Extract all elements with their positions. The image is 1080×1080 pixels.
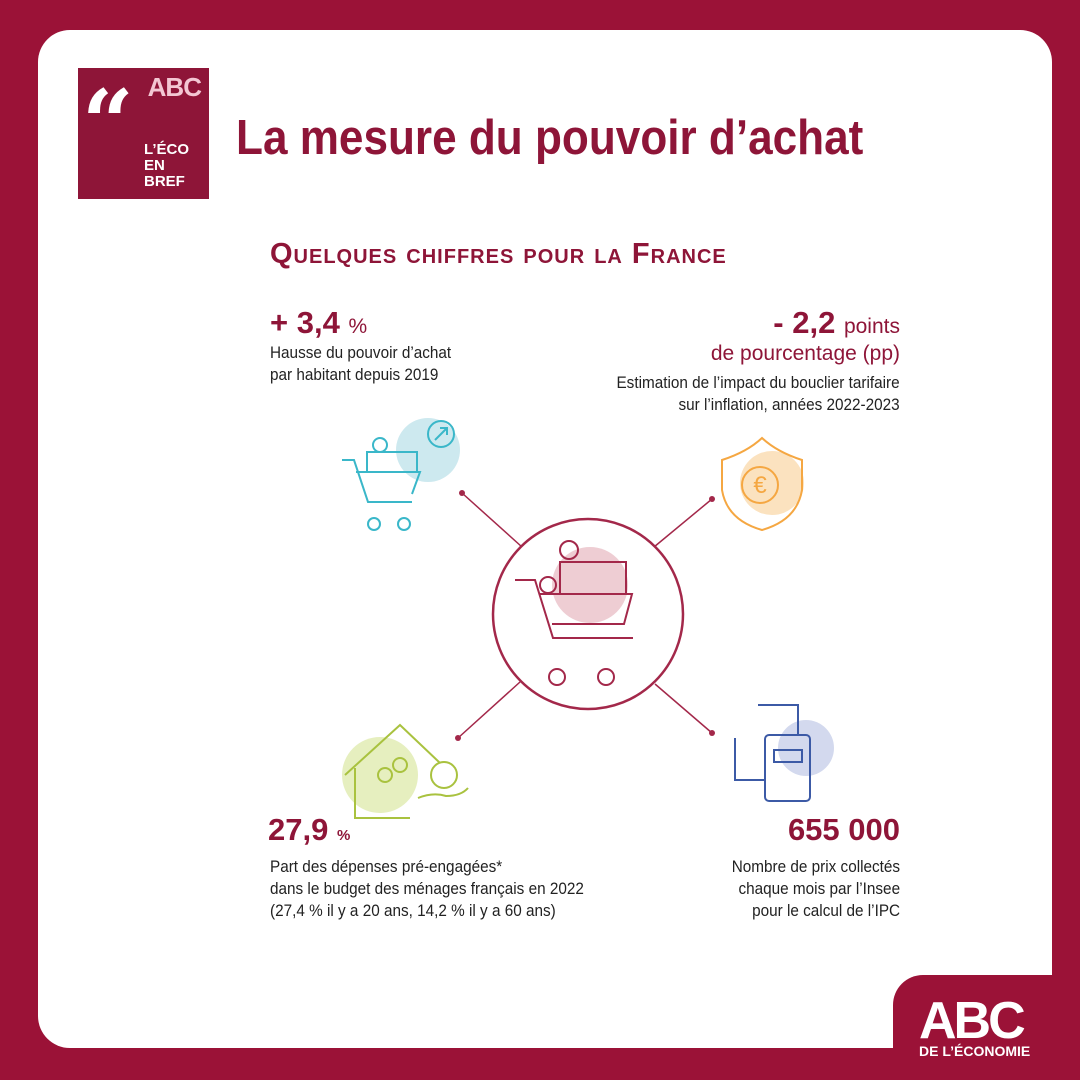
dot bbox=[455, 735, 461, 741]
wheel bbox=[548, 668, 566, 686]
footer-badge: ABC DE L’ÉCONOMIE bbox=[893, 975, 1080, 1080]
terminal bbox=[764, 734, 811, 802]
stat-value: 27,9 % bbox=[268, 812, 350, 848]
stat-unit: points bbox=[843, 315, 900, 338]
icon-bg bbox=[778, 720, 834, 776]
house bbox=[344, 723, 441, 819]
central-cart bbox=[491, 517, 685, 711]
connector bbox=[461, 492, 523, 548]
desc-line: Estimation de l’impact du bouclier tarif… bbox=[616, 373, 900, 392]
dot bbox=[459, 490, 465, 496]
page-title: La mesure du pouvoir d’achat bbox=[236, 111, 864, 165]
stat-unit: % bbox=[348, 315, 368, 338]
connector bbox=[457, 681, 521, 739]
wheel bbox=[367, 517, 381, 531]
stat-number: 655 000 bbox=[787, 812, 900, 847]
desc-line: par habitant depuis 2019 bbox=[270, 365, 439, 384]
section-title: Quelques chiffres pour la France bbox=[270, 238, 727, 270]
stat-description: Nombre de prix collectés chaque mois par… bbox=[732, 856, 900, 922]
stat-unit: % bbox=[336, 827, 351, 844]
dot bbox=[709, 496, 715, 502]
desc-line: Hausse du pouvoir d’achat bbox=[270, 343, 452, 362]
arrow bbox=[434, 427, 448, 441]
arrow-circle bbox=[427, 420, 455, 448]
desc-line: dans le budget des ménages français en 2… bbox=[270, 879, 584, 898]
stat-value: - 2,2 points bbox=[773, 305, 900, 341]
stat-number: - 2,2 bbox=[773, 305, 836, 340]
center-bg bbox=[552, 547, 628, 623]
desc-line: Nombre de prix collectés bbox=[731, 857, 900, 876]
wheel bbox=[597, 668, 615, 686]
stat-value: 655 000 bbox=[788, 812, 900, 848]
coin bbox=[430, 761, 458, 789]
logo-line: EN bbox=[144, 157, 165, 174]
icon-bg bbox=[396, 418, 460, 482]
quote-icon: “ bbox=[82, 70, 134, 176]
receipt bbox=[734, 704, 799, 781]
desc-line: (27,4 % il y a 20 ans, 14,2 % il y a 60 … bbox=[270, 901, 556, 920]
footer-tagline: DE L’ÉCONOMIE bbox=[919, 1043, 1031, 1059]
shield-icon: € bbox=[721, 436, 804, 532]
person bbox=[392, 757, 408, 773]
icon-bg bbox=[740, 451, 804, 515]
stat-description: Estimation de l’impact du bouclier tarif… bbox=[617, 372, 900, 416]
cart-icon bbox=[342, 418, 460, 531]
desc-line: pour le calcul de l’IPC bbox=[752, 901, 900, 920]
stat-value: + 3,4 % bbox=[270, 305, 367, 341]
stat-number: 27,9 bbox=[268, 812, 329, 847]
logo-lines: L’ÉCO EN BREF bbox=[144, 142, 189, 190]
wheel bbox=[397, 517, 411, 531]
house-icon bbox=[342, 723, 469, 819]
dot bbox=[709, 730, 715, 736]
stat-description: Part des dépenses pré-engagées* dans le … bbox=[270, 856, 584, 922]
hand bbox=[417, 787, 469, 799]
stat-unit-line: de pourcentage (pp) bbox=[710, 342, 900, 365]
euro-circle bbox=[741, 466, 779, 504]
desc-line: sur l’inflation, années 2022-2023 bbox=[678, 395, 900, 414]
icon-bg bbox=[342, 737, 418, 813]
euro-sign: € bbox=[753, 472, 767, 499]
content-panel bbox=[38, 30, 1052, 1048]
connector bbox=[654, 683, 713, 734]
coin bbox=[539, 576, 557, 594]
stat-number: + 3,4 bbox=[270, 305, 340, 340]
desc-line: Part des dépenses pré-engagées* bbox=[270, 857, 503, 876]
coin bbox=[559, 540, 579, 560]
person bbox=[377, 767, 393, 783]
logo-brand: ABC bbox=[147, 72, 202, 102]
coin bbox=[372, 437, 388, 453]
stat-description: Hausse du pouvoir d’achat par habitant d… bbox=[270, 342, 451, 386]
logo-line: L’ÉCO bbox=[144, 141, 190, 158]
logo: “ ABC L’ÉCO EN BREF bbox=[78, 68, 209, 199]
terminal-icon bbox=[734, 704, 834, 802]
center-circle bbox=[491, 517, 685, 711]
connectors bbox=[457, 492, 713, 739]
screen bbox=[773, 749, 803, 763]
footer-brand: ABC bbox=[919, 992, 1026, 1050]
coins bbox=[366, 451, 418, 473]
connector-dots bbox=[455, 490, 715, 741]
shield bbox=[721, 436, 803, 532]
desc-line: chaque mois par l’Insee bbox=[738, 879, 900, 898]
coins bbox=[559, 561, 627, 595]
logo-line: BREF bbox=[144, 173, 185, 190]
connector bbox=[653, 498, 713, 548]
